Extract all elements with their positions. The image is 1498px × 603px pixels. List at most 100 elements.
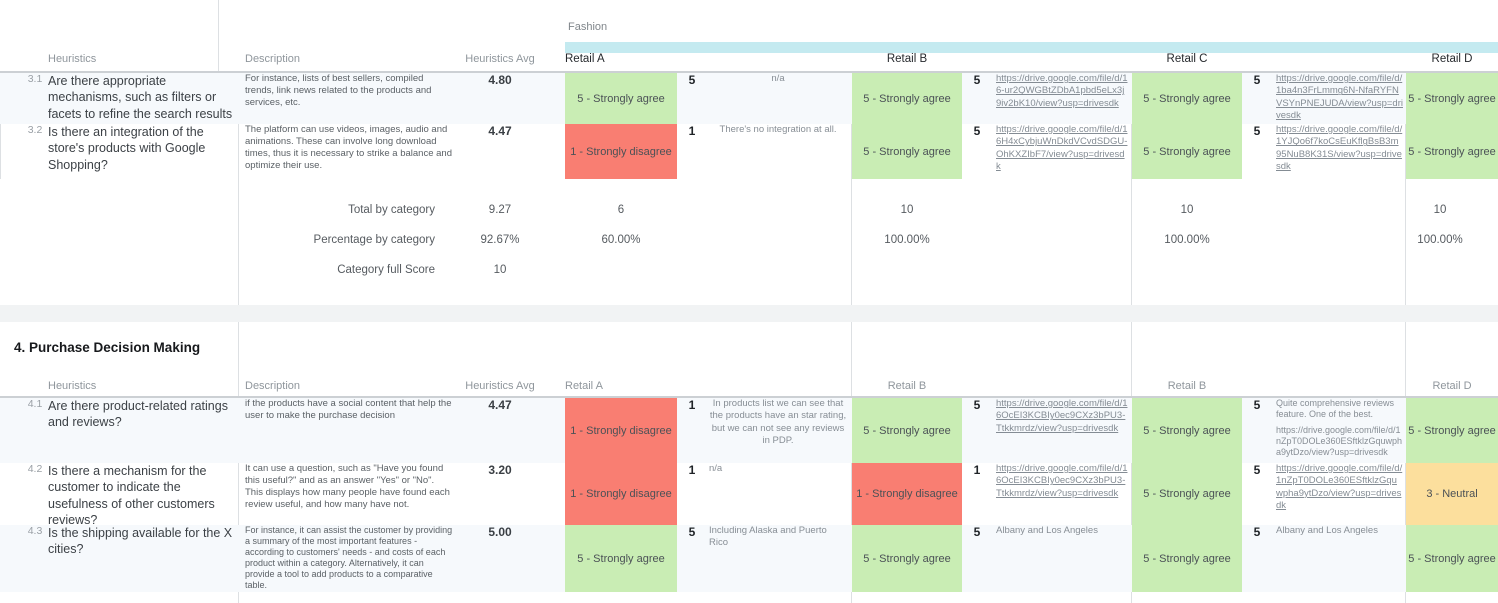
- retail-b-evidence-link[interactable]: https://drive.google.com/file/d/16H4xCyb…: [996, 124, 1128, 173]
- retail-a-comment-cell[interactable]: n/a: [771, 73, 785, 84]
- total-retail-d-value[interactable]: 10: [1433, 204, 1447, 216]
- avg-cell[interactable]: 3.20: [488, 463, 512, 477]
- pct-retail-a-value[interactable]: 60.00%: [601, 234, 641, 246]
- description-cell[interactable]: if the products have a social content th…: [245, 398, 452, 421]
- retail-c-score-cell[interactable]: 5: [1253, 463, 1261, 477]
- retail-b-comment-cell: https://drive.google.com/file/d/16-ur2QW…: [996, 73, 1128, 110]
- retail-a-score-cell[interactable]: 5: [688, 525, 696, 539]
- retail-b-score-cell[interactable]: 5: [973, 525, 981, 539]
- retail-a-comment-cell[interactable]: In products list we can see that the pro…: [709, 398, 847, 447]
- heuristic-cell[interactable]: Is the shipping available for the X citi…: [48, 526, 233, 557]
- retail-c-score-cell[interactable]: 5: [1253, 398, 1261, 412]
- total-retail-b-value[interactable]: 10: [900, 204, 914, 216]
- retail-a-comment-cell[interactable]: There's no integration at all.: [719, 124, 837, 135]
- retail-b-evidence-link[interactable]: https://drive.google.com/file/d/16OcEI3K…: [996, 463, 1128, 499]
- full-score-row: Category full Score 10: [0, 264, 1498, 284]
- pct-retail-b-value[interactable]: 100.00%: [884, 234, 930, 246]
- retail-c-comment-cell[interactable]: Quite comprehensive reviews feature. One…: [1276, 398, 1403, 458]
- total-retail-a-value[interactable]: 6: [617, 204, 625, 216]
- retail-b-comment-cell: https://drive.google.com/file/d/16OcEI3K…: [996, 398, 1128, 435]
- retail-b-rating-cell[interactable]: 5 - Strongly agree: [852, 124, 962, 179]
- retail-c-rating-cell[interactable]: 5 - Strongly agree: [1132, 124, 1242, 179]
- retail-a-score-cell[interactable]: 1: [688, 463, 696, 477]
- retail-b-evidence-link[interactable]: https://drive.google.com/file/d/16OcEI3K…: [996, 398, 1128, 434]
- row-id: 3.2: [27, 124, 43, 136]
- retail-c-comment-text: Quite comprehensive reviews feature. One…: [1276, 398, 1395, 419]
- total-retail-c-value[interactable]: 10: [1180, 204, 1194, 216]
- total-by-category-label: Total by category: [348, 204, 435, 216]
- grid-vline: [0, 73, 1, 179]
- grid-vline: [218, 0, 219, 71]
- retail-a-rating-cell[interactable]: 5 - Strongly agree: [565, 73, 677, 124]
- percentage-by-category-label: Percentage by category: [313, 234, 435, 246]
- retail-c-rating-cell[interactable]: 5 - Strongly agree: [1132, 463, 1242, 525]
- col-header-heuristics-avg: Heuristics Avg: [465, 53, 535, 65]
- retail-c-comment-cell[interactable]: Albany and Los Angeles: [1276, 525, 1378, 536]
- retail-b-rating-cell[interactable]: 5 - Strongly agree: [852, 525, 962, 592]
- description-cell[interactable]: For instance, lists of best sellers, com…: [245, 73, 432, 108]
- retail-a-score-cell[interactable]: 1: [688, 124, 696, 138]
- retail-b-score-cell[interactable]: 5: [973, 73, 981, 87]
- retail-c-rating-cell[interactable]: 5 - Strongly agree: [1132, 73, 1242, 124]
- retail-a-score-cell[interactable]: 5: [688, 73, 696, 87]
- avg-cell[interactable]: 4.47: [488, 124, 512, 138]
- retail-d-rating-cell[interactable]: 5 - Strongly agree: [1406, 525, 1498, 592]
- retail-c-rating-cell[interactable]: 5 - Strongly agree: [1132, 525, 1242, 592]
- avg-cell[interactable]: 4.47: [488, 398, 512, 412]
- retail-a-rating-cell[interactable]: 5 - Strongly agree: [565, 525, 677, 592]
- retail-c-evidence-link[interactable]: https://drive.google.com/file/d/1nZpT0DO…: [1276, 463, 1403, 512]
- retail-c-score-cell[interactable]: 5: [1253, 124, 1261, 138]
- retail-d-rating-cell[interactable]: 5 - Strongly agree: [1406, 124, 1498, 179]
- row-id: 4.2: [27, 463, 43, 475]
- grid-vline: [238, 73, 239, 603]
- retail-c-rating-cell[interactable]: 5 - Strongly agree: [1132, 398, 1242, 463]
- col-header-description: Description: [245, 53, 301, 65]
- retail-a-comment-cell[interactable]: n/a: [709, 463, 723, 474]
- heuristic-cell[interactable]: Are there appropriate mechanisms, such a…: [48, 74, 233, 121]
- retail-d-rating-cell[interactable]: 5 - Strongly agree: [1406, 73, 1498, 124]
- table-row-3-1: 3.1 Are there appropriate mechanisms, su…: [0, 73, 1498, 124]
- retail-d-rating-cell[interactable]: 5 - Strongly agree: [1406, 398, 1498, 463]
- retail-c-evidence-link[interactable]: https://drive.google.com/file/d/1ba4n3Fr…: [1276, 73, 1403, 122]
- section-separator-band: [0, 305, 1498, 322]
- pct-retail-d-value[interactable]: 100.00%: [1417, 234, 1463, 246]
- avg-cell[interactable]: 4.80: [488, 73, 512, 87]
- heuristic-cell[interactable]: Is there a mechanism for the customer to…: [48, 464, 215, 527]
- avg-cell[interactable]: 5.00: [488, 525, 512, 539]
- retail-b-rating-cell[interactable]: 5 - Strongly agree: [852, 398, 962, 463]
- pct-avg-value[interactable]: 92.67%: [480, 234, 520, 246]
- description-cell[interactable]: It can use a question, such as "Have you…: [245, 463, 450, 510]
- description-cell[interactable]: For instance, it can assist the customer…: [245, 525, 453, 590]
- retail-b-score-cell[interactable]: 1: [973, 463, 981, 477]
- retail-a-score-cell[interactable]: 1: [688, 398, 696, 412]
- col-header-heuristics: Heuristics: [48, 380, 97, 392]
- retail-d-rating-cell[interactable]: 3 - Neutral: [1406, 463, 1498, 525]
- grid-vline: [1405, 73, 1406, 603]
- retail-b-score-cell[interactable]: 5: [973, 398, 981, 412]
- retail-a-rating-cell[interactable]: 1 - Strongly disagree: [565, 463, 677, 525]
- retail-b-rating-cell[interactable]: 1 - Strongly disagree: [852, 463, 962, 525]
- grid-vline: [851, 73, 852, 603]
- retail-b-evidence-link[interactable]: https://drive.google.com/file/d/16-ur2QW…: [996, 73, 1128, 109]
- col-header-retail-a: Retail A: [565, 380, 603, 392]
- header-row-section4: Heuristics Description Heuristics Avg Re…: [0, 380, 1498, 398]
- retail-c-evidence-url[interactable]: https://drive.google.com/file/d/1nZpT0DO…: [1276, 424, 1403, 457]
- pct-retail-c-value[interactable]: 100.00%: [1164, 234, 1210, 246]
- heuristic-cell[interactable]: Is there an integration of the store's p…: [48, 125, 206, 172]
- retail-b-rating-cell[interactable]: 5 - Strongly agree: [852, 73, 962, 124]
- retail-b-score-cell[interactable]: 5: [973, 124, 981, 138]
- col-header-retail-d: Retail D: [1432, 380, 1472, 392]
- table-row-4-3: 4.3 Is the shipping available for the X …: [0, 525, 1498, 592]
- retail-a-rating-cell[interactable]: 1 - Strongly disagree: [565, 124, 677, 179]
- description-cell[interactable]: The platform can use videos, images, aud…: [245, 124, 452, 171]
- full-score-value[interactable]: 10: [493, 264, 507, 276]
- total-avg-value[interactable]: 9.27: [488, 204, 512, 216]
- heuristic-cell[interactable]: Are there product-related ratings and re…: [48, 399, 228, 430]
- retail-c-comment-cell: https://drive.google.com/file/d/1YJQo6f7…: [1276, 124, 1403, 173]
- retail-c-score-cell[interactable]: 5: [1253, 525, 1261, 539]
- retail-a-rating-cell[interactable]: 1 - Strongly disagree: [565, 398, 677, 463]
- retail-c-score-cell[interactable]: 5: [1253, 73, 1261, 87]
- retail-c-evidence-link[interactable]: https://drive.google.com/file/d/1YJQo6f7…: [1276, 124, 1403, 173]
- retail-a-comment-cell[interactable]: Including Alaska and Puerto Rico: [709, 525, 827, 549]
- retail-b-comment-cell[interactable]: Albany and Los Angeles: [996, 525, 1098, 536]
